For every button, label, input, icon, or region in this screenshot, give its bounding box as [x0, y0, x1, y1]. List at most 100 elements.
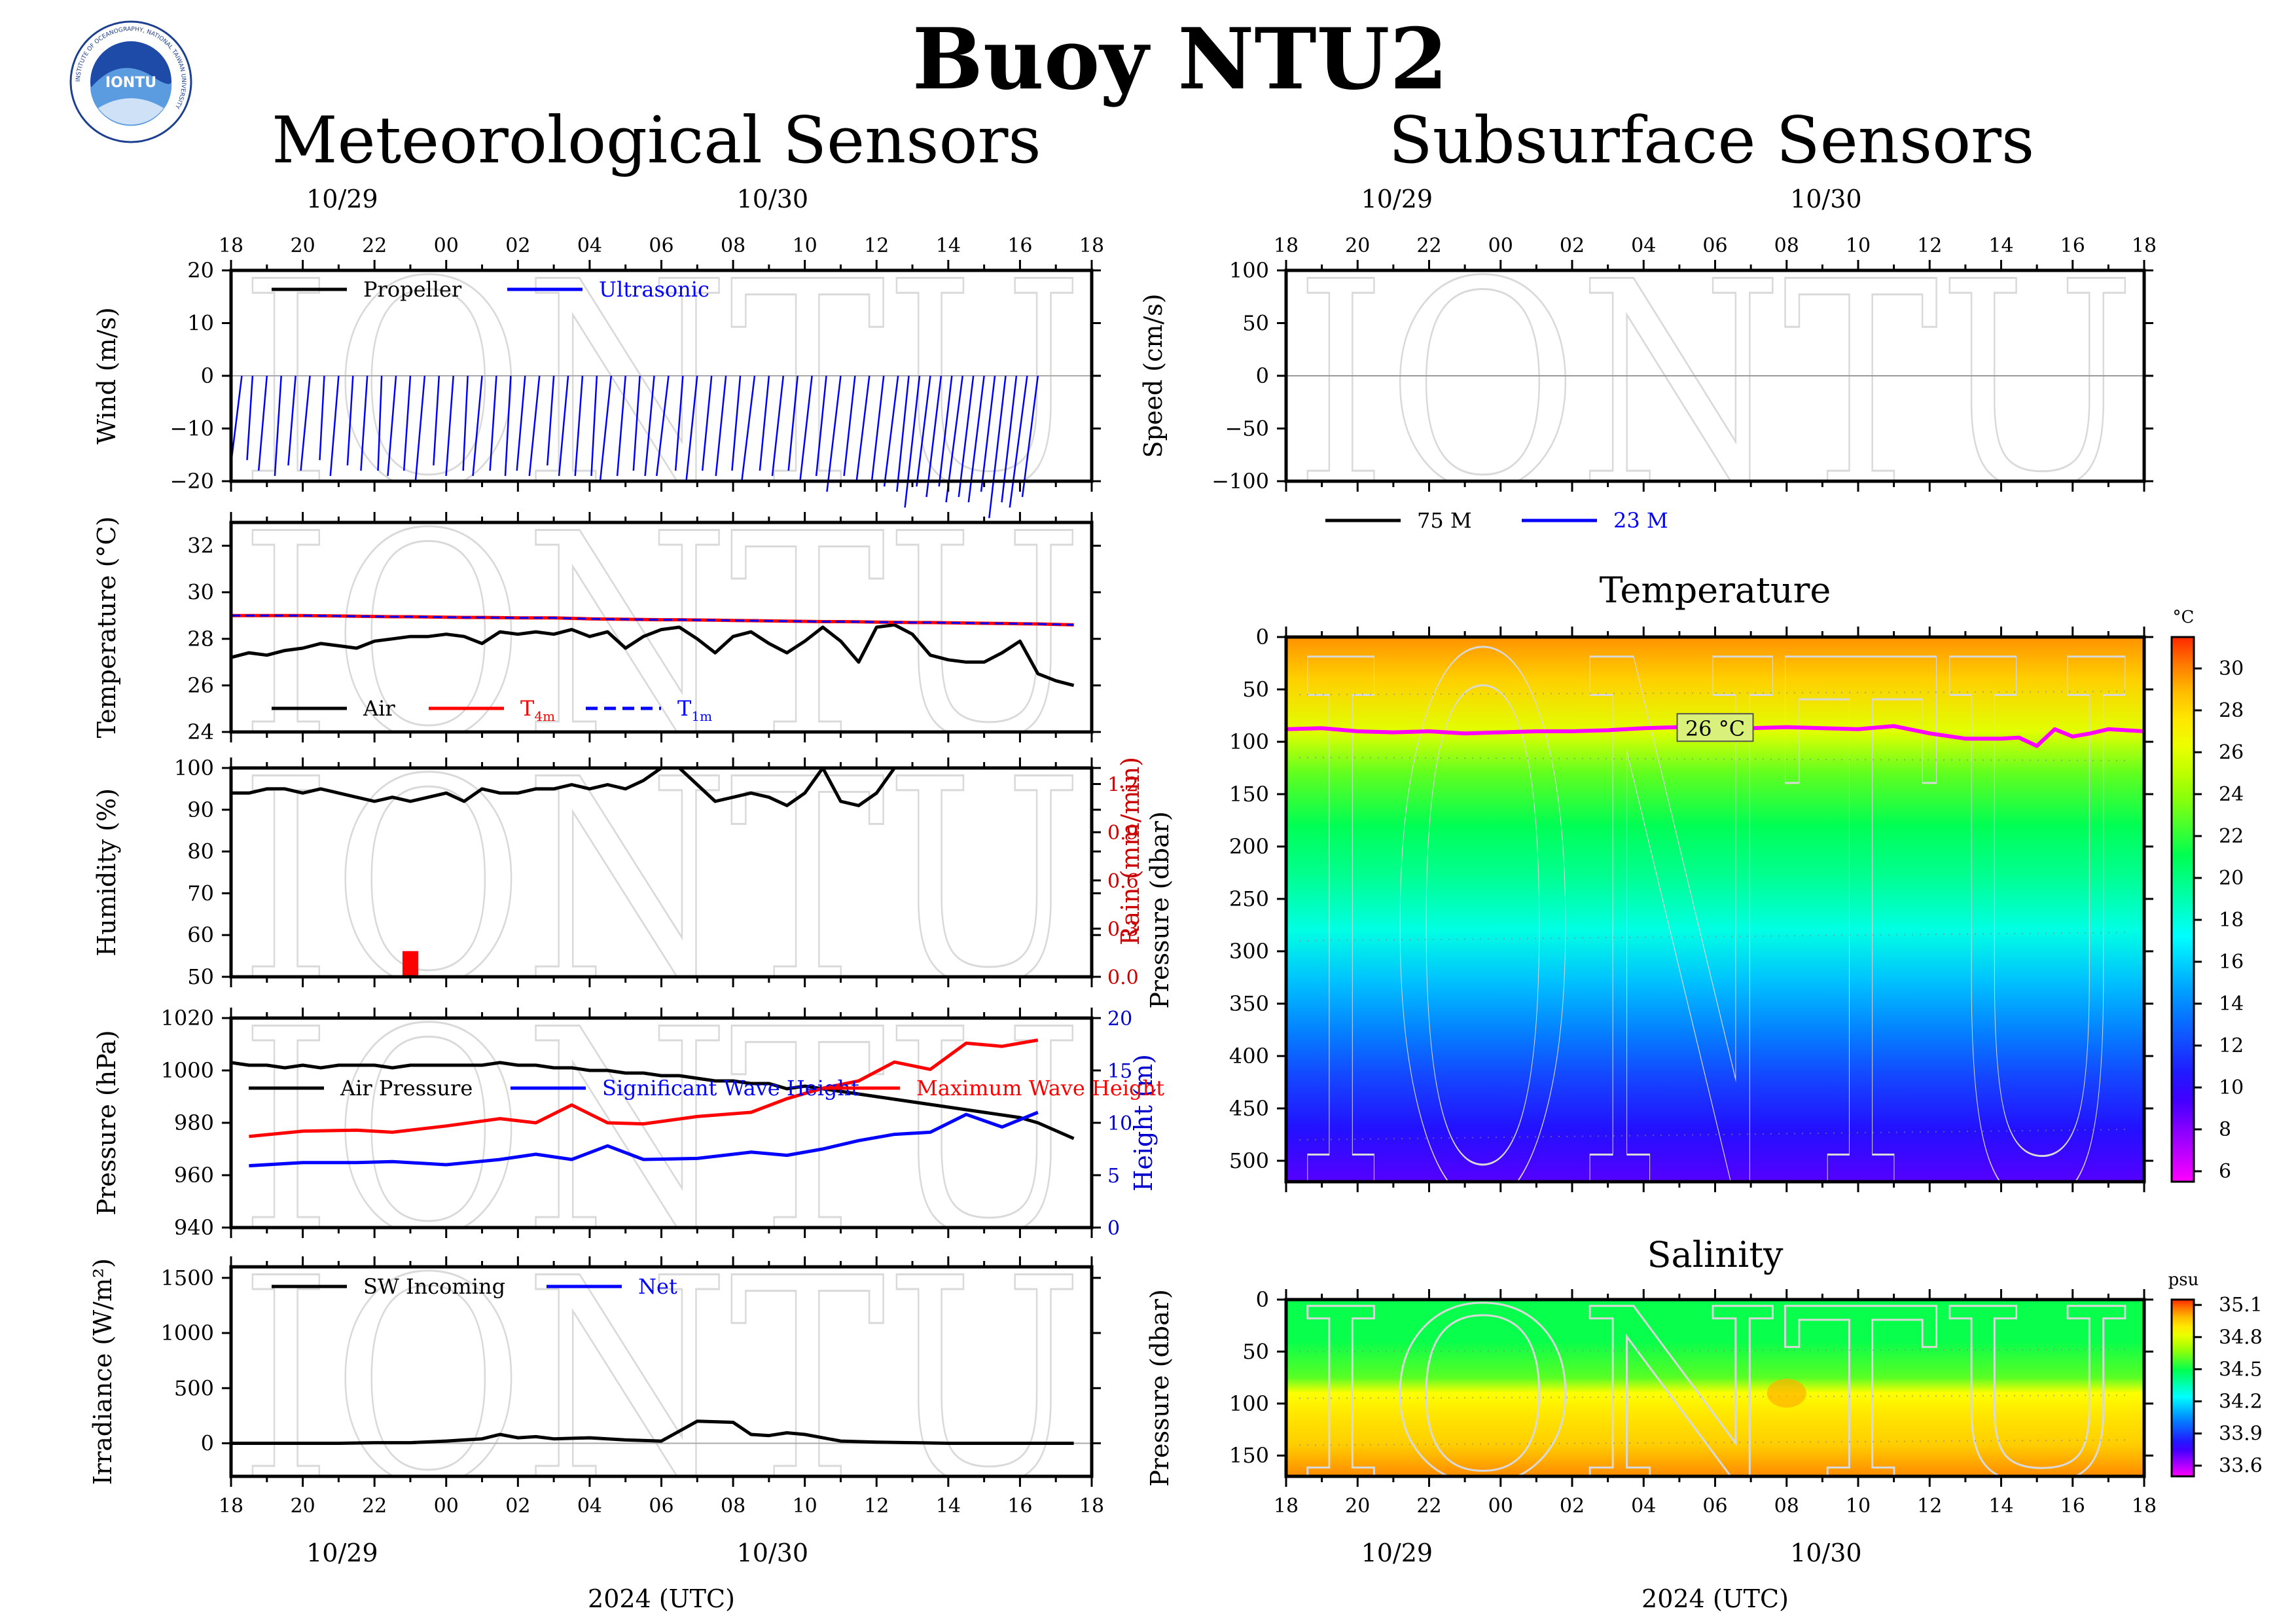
y-axis-label: Temperature (°C) — [92, 517, 121, 739]
date-label: 10/30 — [737, 1539, 809, 1567]
x-tick-label: 16 — [1007, 1495, 1032, 1518]
watermark-text: IONTU — [1295, 1258, 2136, 1536]
wind-stick — [674, 375, 684, 471]
colorbar-tick-label: 24 — [2219, 783, 2244, 806]
date-label: 10/30 — [1790, 1539, 1862, 1567]
wind-stick — [988, 375, 1007, 519]
legend-label: Significant Wave Height — [602, 1076, 859, 1101]
legend-label: 75 M — [1417, 508, 1472, 533]
x-tick-label: 22 — [362, 234, 387, 257]
x-tick-label: 02 — [505, 1495, 530, 1518]
x-tick-label: 16 — [2060, 234, 2085, 257]
y-tick-label: 50 — [1242, 1339, 1269, 1364]
x-tick-label: 18 — [2132, 234, 2157, 257]
y-tick-label: 80 — [187, 839, 214, 864]
y-axis-label: Pressure (hPa) — [92, 1030, 121, 1215]
wind-stick — [731, 375, 742, 471]
salinity-heatmap — [1286, 1300, 2144, 1476]
wind-stick — [377, 375, 383, 471]
air-temperature-line — [230, 623, 1075, 687]
wind-stick — [1021, 375, 1039, 498]
x-tick-label: 18 — [219, 234, 243, 257]
wind-stick — [489, 375, 497, 471]
colorbar-tick-label: 16 — [2219, 951, 2244, 974]
salinity-panel: IONTU 0 50 100 150 18 20 22 00 02 04 06 08 10 12 14 16 18… — [1145, 1234, 2263, 1613]
legend-label: Propeller — [363, 277, 462, 302]
watermark-text: IONTU — [240, 719, 1083, 1048]
legend-label: 23 M — [1613, 508, 1668, 533]
wind-stick — [656, 375, 670, 477]
y-tick-label: 0 — [1256, 1287, 1269, 1312]
sw-incoming-line — [231, 1419, 1074, 1445]
y-axis-label: Speed (cm/s) — [1139, 293, 1168, 458]
wind-stick — [870, 375, 885, 482]
x-tick-label: 12 — [1917, 1495, 1942, 1518]
t1m-line — [231, 614, 1074, 626]
y-tick-label: 1000 — [161, 1058, 214, 1083]
y-tick-label: 200 — [1229, 834, 1269, 859]
colorbar-tick-label: 30 — [2219, 657, 2244, 680]
isotherm-26-line — [1285, 724, 2145, 748]
colorbar-tick-label: 34.8 — [2219, 1326, 2263, 1349]
wind-stick — [319, 375, 325, 460]
x-tick-label: 06 — [1702, 1495, 1727, 1518]
x-tick-label: 06 — [649, 234, 673, 257]
x-tick-label: 14 — [1988, 1495, 2013, 1518]
y2-tick-label: 5 — [1107, 1165, 1120, 1188]
wind-stick — [574, 375, 584, 477]
legend-subscript: 4m — [534, 708, 555, 724]
x-tick-label: 18 — [1079, 1495, 1104, 1518]
x-tick-label: 16 — [1007, 234, 1032, 257]
x-axis-label: 2024 (UTC) — [588, 1584, 735, 1613]
colorbar-tick-label: 33.6 — [2219, 1455, 2263, 1478]
x-tick-label: 06 — [649, 1495, 673, 1518]
y-tick-label: −20 — [170, 469, 214, 494]
y-tick-label: 60 — [187, 922, 214, 947]
legend-label: Air Pressure — [340, 1076, 473, 1101]
y-tick-label: 960 — [174, 1163, 214, 1188]
date-label: 10/29 — [306, 185, 378, 213]
wind-stick — [826, 375, 842, 492]
y-axis-label: Height (m) — [1129, 1054, 1158, 1192]
y-tick-label: 32 — [187, 534, 214, 558]
wind-stick — [616, 375, 626, 477]
wind-stick — [787, 375, 798, 471]
y-tick-label: 350 — [1229, 991, 1269, 1016]
colorbar-tick-label: 22 — [2219, 825, 2244, 848]
y-tick-label: 500 — [1229, 1148, 1269, 1173]
date-label: 10/29 — [1361, 185, 1433, 213]
colorbar-unit: psu — [2168, 1270, 2199, 1290]
x-tick-label: 12 — [1917, 234, 1942, 257]
wind-stick — [528, 375, 541, 477]
x-tick-label: 10 — [793, 1495, 817, 1518]
x-tick-label: 08 — [721, 1495, 745, 1518]
wind-stick — [843, 375, 856, 477]
wind-stick — [547, 375, 555, 465]
y-tick-label: 30 — [187, 580, 214, 605]
x-tick-label: 02 — [1560, 1495, 1585, 1518]
humidity-line — [231, 768, 912, 807]
wind-stick — [414, 375, 426, 482]
x-tick-label: 22 — [1416, 234, 1441, 257]
wind-stick — [958, 375, 975, 498]
legend-label: T1m — [677, 696, 712, 724]
y-axis-label: Wind (m/s) — [92, 307, 121, 444]
colorbar-tick-label: 20 — [2219, 867, 2244, 890]
x-tick-label: 18 — [2132, 1495, 2157, 1518]
x-tick-label: 04 — [1631, 234, 1656, 257]
colorbar — [2170, 636, 2195, 1183]
salinity-title: Salinity — [1647, 1234, 1784, 1275]
x-tick-label: 08 — [1774, 1495, 1799, 1518]
wind-stick — [715, 375, 727, 477]
colorbar-tick-label: 26 — [2219, 741, 2244, 764]
colorbar-tick-label: 12 — [2219, 1034, 2244, 1057]
salinity-anomaly — [1767, 1378, 1806, 1408]
legend-subscript: 1m — [691, 708, 712, 724]
wind-stick — [246, 375, 254, 460]
date-label: 10/30 — [737, 185, 809, 213]
y-tick-label: 100 — [174, 756, 214, 780]
x-axis-label: 2024 (UTC) — [1641, 1584, 1789, 1613]
y-tick-label: −100 — [1211, 469, 1269, 494]
